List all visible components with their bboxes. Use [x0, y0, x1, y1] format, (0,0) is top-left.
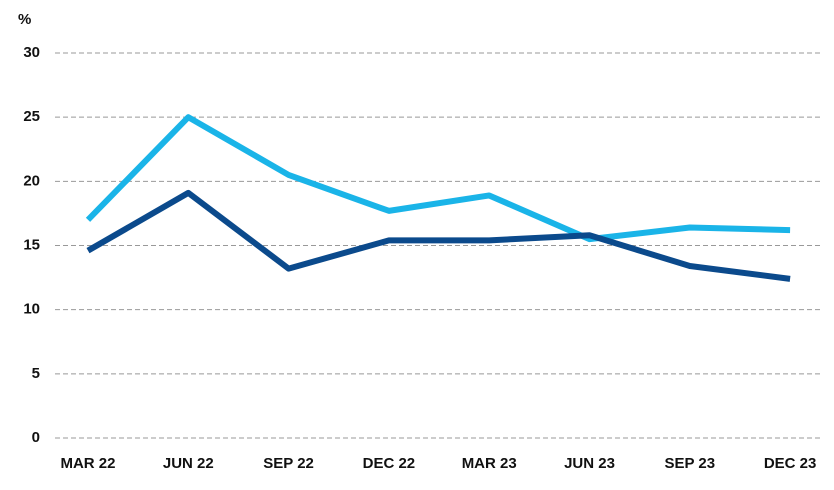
x-tick-label: MAR 22 [60, 455, 115, 472]
series-line [85, 114, 791, 243]
y-tick-label: 15 [23, 236, 40, 253]
x-tick-label: DEC 22 [363, 455, 416, 472]
y-tick-label: 25 [23, 108, 40, 125]
y-axis-label: % [18, 11, 31, 28]
y-tick-label: 10 [23, 301, 40, 318]
y-tick-label: 5 [32, 365, 40, 382]
y-tick-label: 0 [32, 429, 40, 446]
x-tick-label: MAR 23 [462, 455, 517, 472]
y-tick-label: 30 [23, 44, 40, 61]
y-tick-label: 20 [23, 172, 40, 189]
series-line [86, 189, 791, 282]
x-tick-label: SEP 22 [263, 455, 314, 472]
x-tick-label: SEP 23 [664, 455, 715, 472]
x-tick-label: JUN 22 [163, 455, 214, 472]
x-tick-label: DEC 23 [764, 455, 817, 472]
x-tick-label: JUN 23 [564, 455, 615, 472]
